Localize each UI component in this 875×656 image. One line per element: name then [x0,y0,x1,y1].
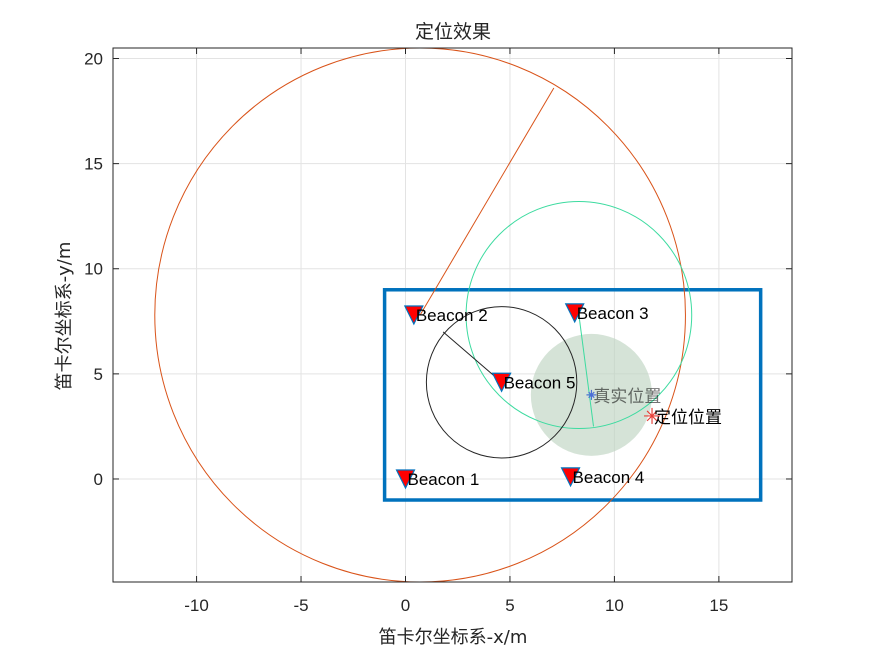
y-tick-label: 10 [84,260,103,279]
y-tick-label: 5 [94,365,103,384]
beacon-label: Beacon 4 [573,468,645,487]
beacon-5: Beacon 5 [491,372,576,393]
x-axis-label: 笛卡尔坐标系-x/m [379,627,528,648]
range-circle-3 [425,306,578,459]
beacon-label: Beacon 5 [504,373,576,392]
beacon-1: Beacon 1 [395,469,479,490]
boundary-layer [382,288,763,502]
radius-line-2 [578,314,595,427]
beacon-label: Beacon 3 [577,304,649,323]
true-position-label: 真实位置 [593,387,661,407]
grid [113,48,792,582]
range-circles [154,48,693,582]
beacon-4: Beacon 4 [560,467,645,488]
true-position: 真实位置 [586,387,661,407]
radius-line-1 [419,87,555,316]
beacon-marker [560,467,581,488]
estimated-position: 定位位置 [644,407,722,428]
y-tick-label: 0 [94,470,103,489]
beacon-2: Beacon 2 [403,305,488,326]
beacons: Beacon 1 Beacon 2 Beacon 3 Beacon 4 Beacon 5 [395,303,649,490]
beacon-marker [403,305,424,326]
boundary-rect [382,288,763,502]
y-axis-label: 笛卡尔坐标系-y/m [54,242,75,391]
axes-box [112,47,793,583]
x-tick-label: -5 [293,596,308,615]
y-tick-label: 15 [84,155,103,174]
x-tick-label: 0 [401,596,410,615]
beacon-label: Beacon 1 [407,470,479,489]
ticks: -10 -5 0 5 10 15 0 5 10 15 20 [84,48,792,615]
estimated-position-label: 定位位置 [654,408,722,428]
x-tick-label: 15 [709,596,728,615]
x-tick-label: 5 [505,596,514,615]
x-tick-label: 10 [605,596,624,615]
true-position-marker [588,391,595,399]
beacon-label: Beacon 2 [416,306,488,325]
x-tick-label: -10 [184,596,209,615]
beacon-marker [395,469,416,490]
estimated-position-marker [646,410,658,422]
beacon-marker [564,303,585,324]
y-tick-label: 20 [84,50,103,69]
beacon-3: Beacon 3 [564,303,649,324]
radius-line-3 [442,331,502,383]
chart-title: 定位效果 [415,21,491,43]
beacon-marker [491,372,512,393]
range-circle-1 [154,48,686,582]
